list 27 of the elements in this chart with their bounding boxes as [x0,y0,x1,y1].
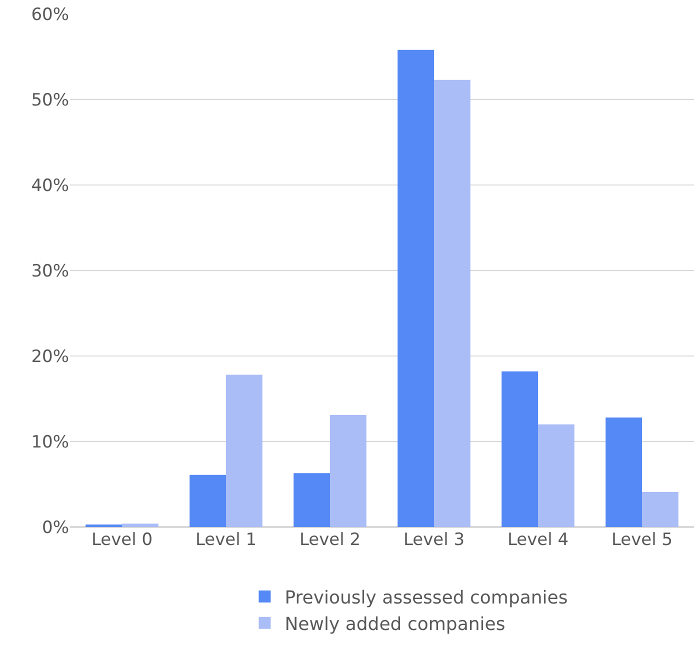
bar [226,374,262,527]
bar [642,492,678,527]
bar [606,418,642,527]
legend-label: Previously assessed companies [284,588,568,609]
bar [330,415,366,527]
bar [294,473,330,527]
x-tick-label: Level 0 [91,530,153,550]
x-tick-label: Level 2 [299,530,361,550]
legend-label: Newly added companies [284,614,506,635]
bar [434,80,470,527]
bar [538,424,574,527]
bar [122,524,158,527]
x-tick-label: Level 5 [611,530,673,550]
y-tick-label: 60% [31,4,69,25]
y-tick-label: 50% [31,90,69,110]
y-tick-label: 0% [42,518,69,538]
bar [190,474,226,527]
bar [86,524,122,527]
y-tick-label: 30% [31,261,69,282]
x-tick-label: Level 4 [507,530,569,550]
x-tick-label: Level 3 [403,530,465,550]
x-tick-label: Level 1 [195,530,257,550]
y-tick-label: 20% [31,346,69,367]
y-tick-label: 40% [31,176,69,196]
bar [398,50,434,527]
bar [502,371,538,527]
y-tick-label: 10% [31,432,69,452]
